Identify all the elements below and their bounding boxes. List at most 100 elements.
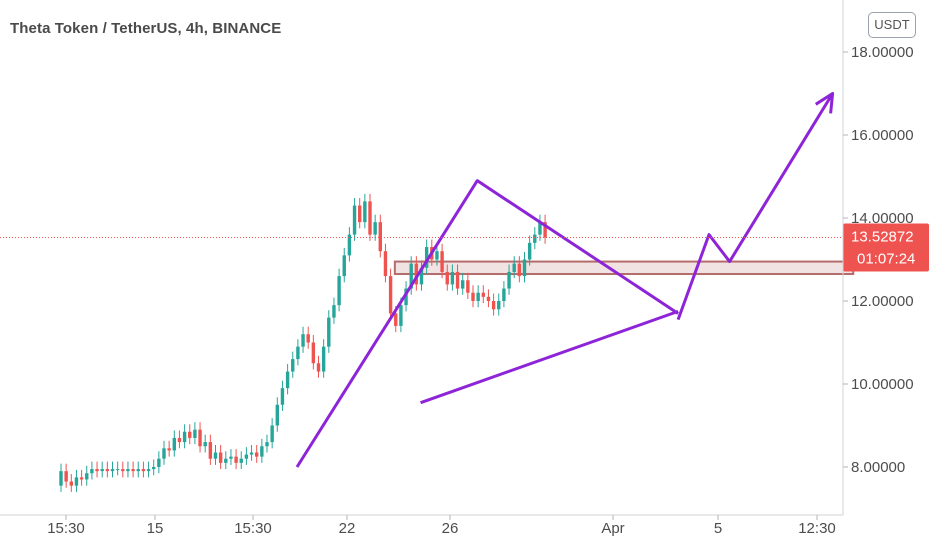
candle-body [141,469,146,472]
candle-body [435,251,439,260]
candle-body [373,222,377,235]
candle-body [486,296,491,301]
last-price-tag [843,223,929,272]
candle-body [213,452,218,459]
candle-body [368,201,372,235]
arrow-head [814,92,835,114]
candle-body [105,469,110,472]
candle-body [95,469,99,472]
candle-body [285,371,290,389]
resistance-zone [393,260,855,276]
candle-body [208,442,213,459]
candle-body [249,452,254,455]
candle-body [538,222,542,235]
time-tick-label: 15:30 [234,520,272,537]
candle-body [110,469,115,472]
candle-body [337,276,341,306]
candle-body [527,242,532,260]
candle-body [358,205,362,223]
candle-body [146,469,151,472]
candle-body [409,263,413,289]
candle-body [152,467,156,470]
candle-body [224,458,228,463]
candle-body [69,481,73,486]
candle-body [466,280,470,293]
candle-body [440,251,444,272]
candle-body [378,222,382,252]
candle-body [455,271,460,289]
candle-body [481,292,485,297]
chart-title: Theta Token / TetherUS, 4h, BINANCE [10,20,282,37]
candle-body [172,437,176,451]
candle-body [301,334,305,347]
candle-body [316,363,321,372]
resistance-zone-box [393,260,855,276]
candle-body [512,263,516,272]
candle-body [198,429,202,447]
candle-body [321,346,326,372]
pattern-drawings [295,92,835,468]
candles [59,193,547,492]
time-axis: 15:30 15 15:30 22 26 Apr 5 12:30 [0,514,843,537]
candle-body [445,271,449,285]
candle-body [363,201,367,223]
candle-body [157,458,161,467]
currency-button[interactable]: USDT [868,12,916,38]
candle-body [352,205,357,235]
candle-body [388,276,393,314]
candle-body [244,454,249,459]
time-tick-label: 5 [714,520,722,537]
candle-body [394,313,398,326]
candle-body [126,469,130,472]
time-tick-label: 12:30 [798,520,836,537]
candle-body [234,456,238,463]
candle-body [115,469,120,471]
candle-body [497,301,501,310]
candle-body [188,431,192,438]
candle-body [265,442,269,447]
candle-body [476,292,480,301]
candle-body [296,346,300,360]
candle-body [543,222,547,238]
candle-body [136,469,140,472]
candle-body [327,317,331,347]
time-tick-label: 26 [442,520,459,537]
candle-body [419,267,424,285]
price-tick-label: 12.00000 [851,293,914,310]
candle-body [218,452,223,463]
candle-body [517,263,522,277]
candle-body [275,404,279,426]
candle-body [162,448,166,459]
candle-body [404,288,408,306]
candle-body [182,431,187,443]
candle-body [255,452,259,457]
candle-body [90,469,94,474]
candle-body [79,477,84,480]
candle-body [306,334,310,343]
candle-body [229,456,233,459]
candle-body [522,259,527,277]
candle-body [507,271,511,289]
candle-body [461,280,465,289]
candle-body [260,446,264,457]
triangle-support-line [420,309,679,405]
price-tick-label: 8.00000 [851,459,905,476]
candle-body [64,471,68,482]
candle-body [85,473,89,480]
projection-arrow-path [676,92,834,321]
candle-body [100,469,104,472]
candle-body [280,388,285,405]
bar-countdown: 01:07:24 [857,251,915,268]
triangle-pattern-line [295,179,679,468]
candle-body [414,263,419,285]
candle-body [491,301,496,310]
candle-body [177,437,182,443]
time-tick-label: 22 [339,520,356,537]
candle-body [424,247,429,268]
candle-body [193,429,197,438]
time-tick-label: Apr [601,520,624,537]
candle-body [167,448,171,451]
candle-body [347,234,352,256]
candle-body [332,305,336,318]
